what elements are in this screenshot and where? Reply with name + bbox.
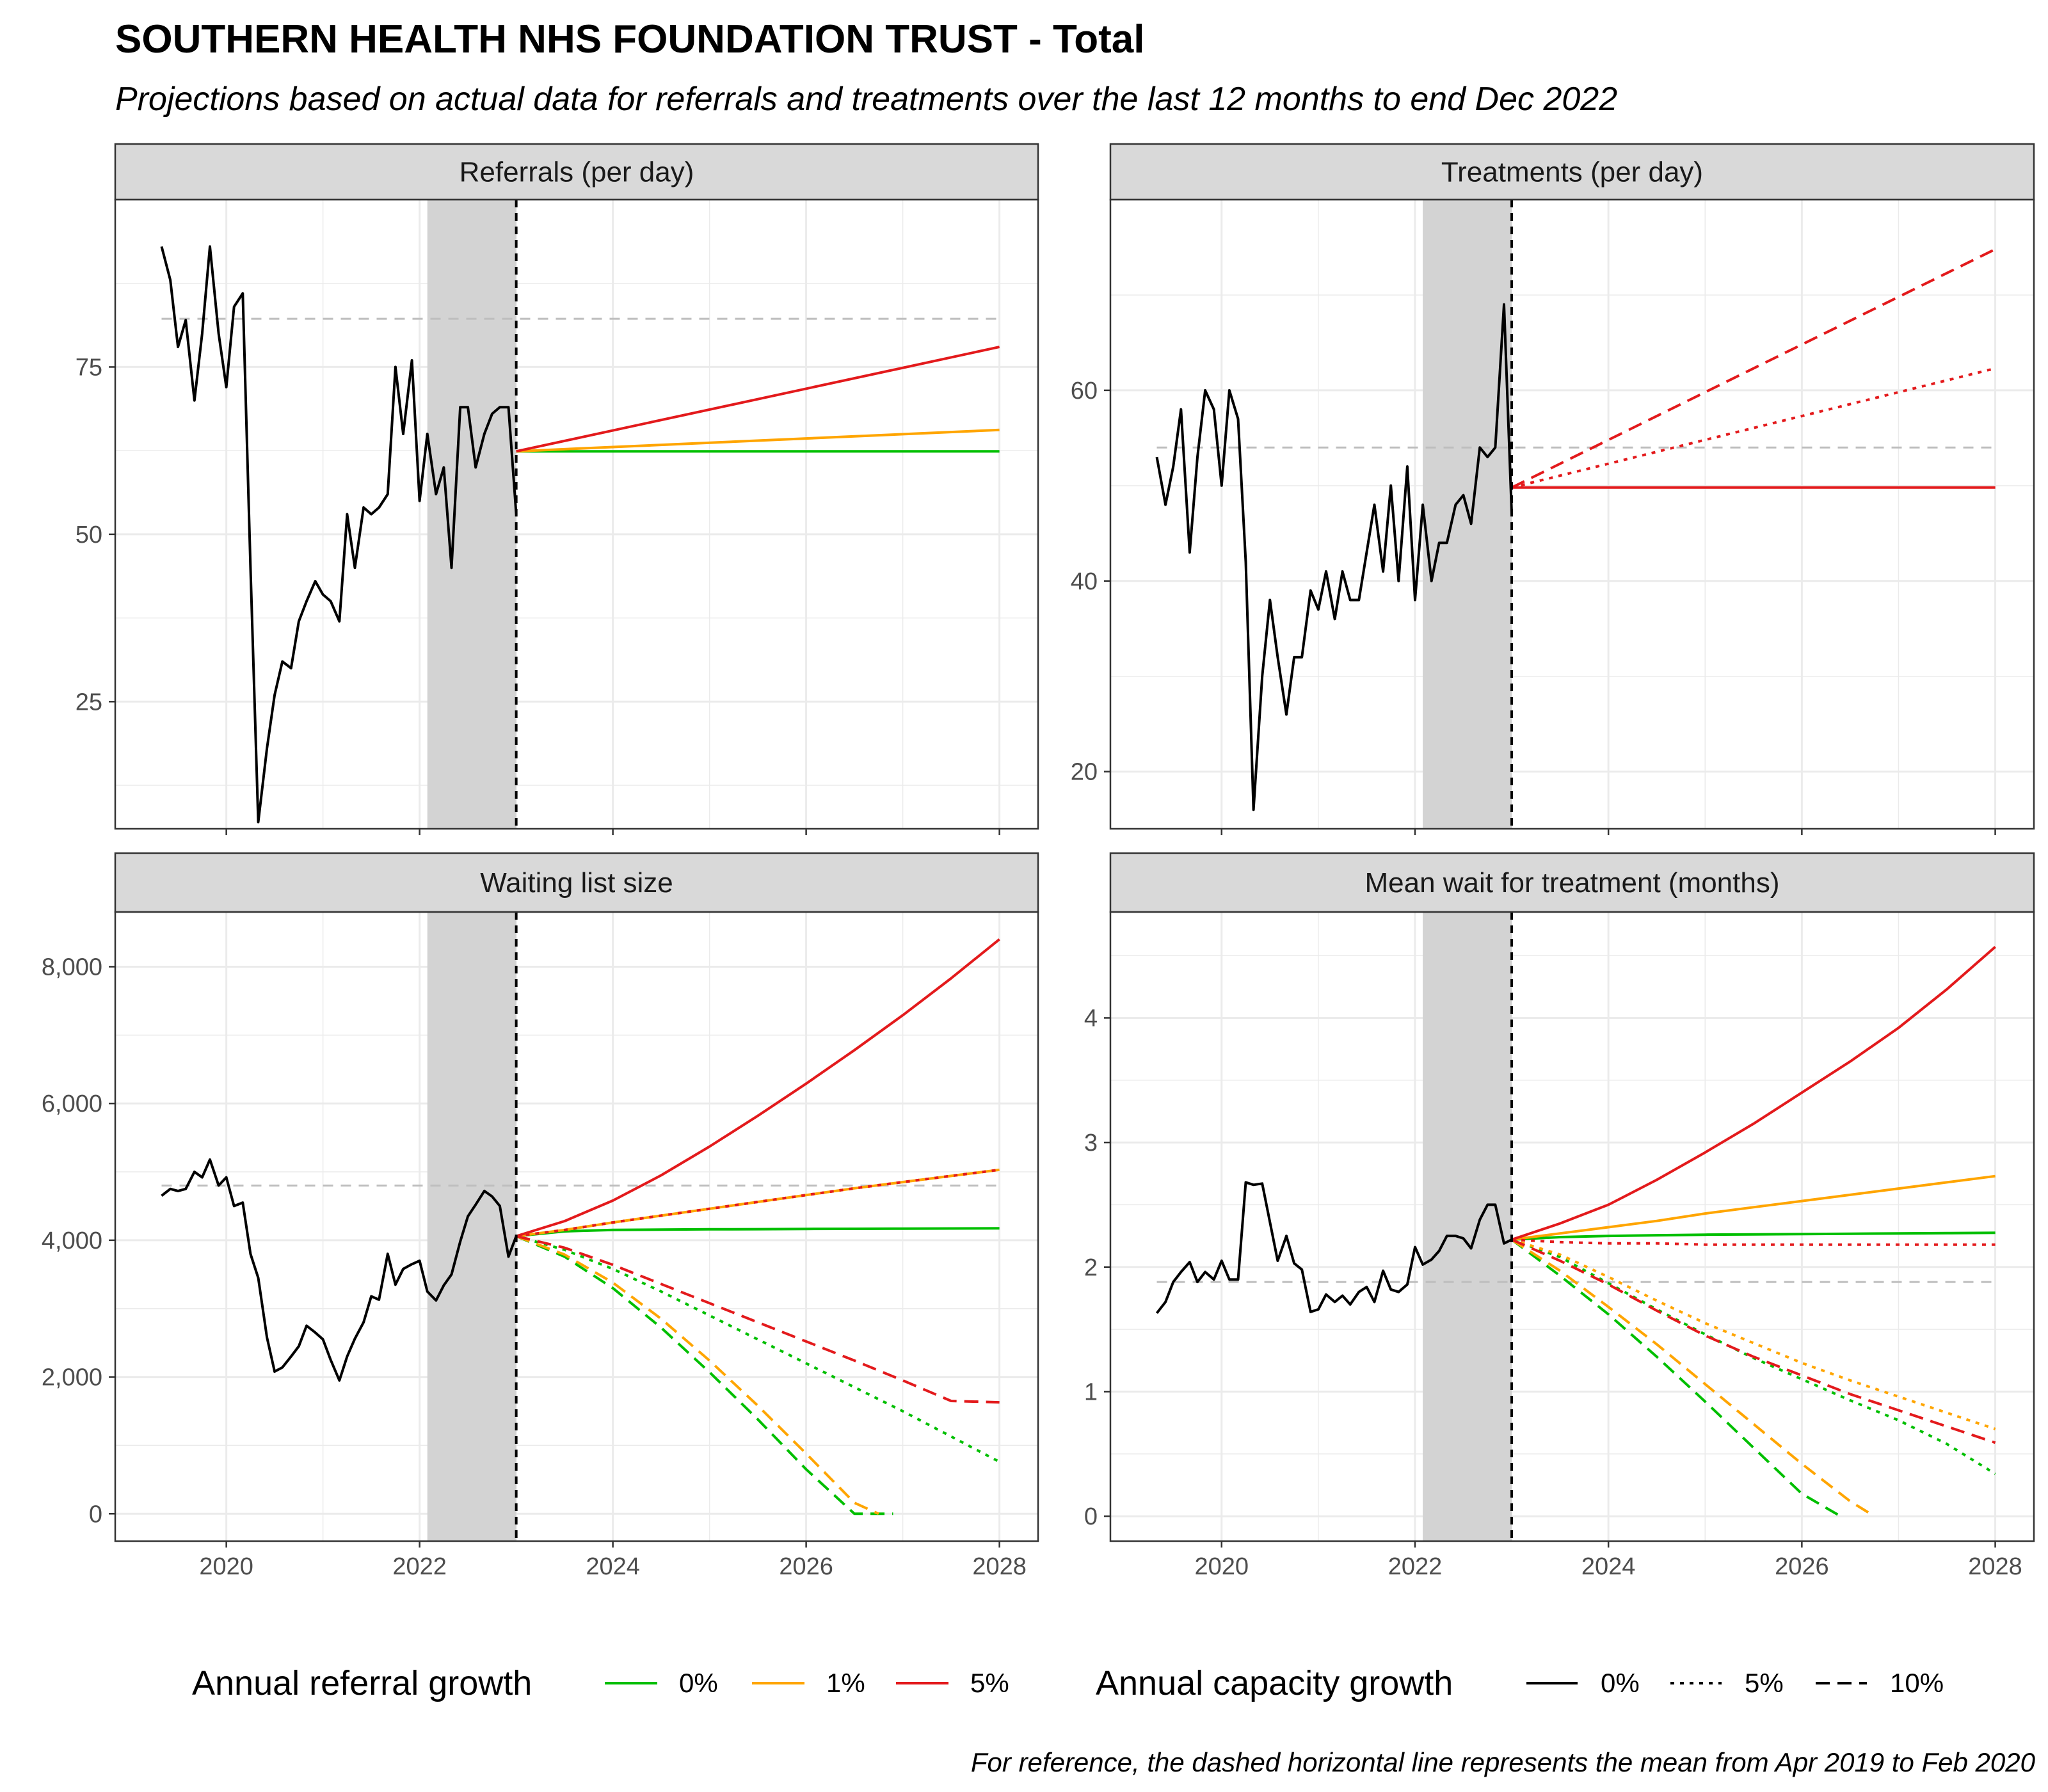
series-referral-0pct-capacity-0pct xyxy=(1511,1231,1996,1241)
legend-label-capacity: 5% xyxy=(1745,1668,1784,1698)
series-lines xyxy=(160,245,1000,824)
y-tick-label: 60 xyxy=(1071,378,1098,404)
series-lines xyxy=(1155,945,1996,1517)
series-actual xyxy=(1155,303,1514,812)
panel-border xyxy=(1109,198,2035,830)
series-referral-1pct-capacity-10pct xyxy=(1511,1238,1875,1517)
shaded-period xyxy=(427,912,516,1541)
panel-border xyxy=(1109,911,2035,1542)
series-referral-0pct-capacity-10pct xyxy=(1510,1238,1841,1517)
x-tick-label: 2026 xyxy=(779,1553,833,1580)
legend: Annual referral growth 0% 1% 5% Annual cap… xyxy=(192,1664,1944,1702)
x-tick-label: 2020 xyxy=(1194,1553,1249,1580)
facet-title: Referrals (per day) xyxy=(460,157,694,188)
legend-label-capacity: 0% xyxy=(1601,1668,1640,1698)
legend-label-capacity: 10% xyxy=(1890,1668,1944,1698)
series-referral-5pct-capacity-5pct xyxy=(1511,367,1996,489)
facet-strip xyxy=(1109,852,2035,913)
shaded-period xyxy=(427,200,516,829)
facet-strip xyxy=(114,143,1039,201)
chart-title: SOUTHERN HEALTH NHS FOUNDATION TRUST - T… xyxy=(115,17,1144,61)
series-referral-5pct-capacity-0pct xyxy=(516,938,1000,1238)
y-tick-label: 2 xyxy=(1084,1254,1098,1281)
legend-label-referral: 5% xyxy=(970,1668,1009,1698)
y-tick-label: 4,000 xyxy=(42,1228,102,1254)
y-tick-label: 2,000 xyxy=(42,1364,102,1391)
y-tick-label: 6,000 xyxy=(42,1091,102,1117)
x-tick-label: 2022 xyxy=(392,1553,447,1580)
series-referral-1pct-capacity-0pct xyxy=(1511,1174,1996,1241)
x-tick-label: 2024 xyxy=(1581,1553,1636,1580)
series-referral-1pct-capacity-0pct xyxy=(516,428,1000,453)
series-actual xyxy=(1155,1181,1512,1315)
chart-caption: For reference, the dashed horizontal lin… xyxy=(971,1747,2036,1777)
panel-border xyxy=(114,198,1039,830)
facet-panels: Referrals (per day) 25 50 75 Treatments (per… xyxy=(42,143,2035,1580)
series-referral-5pct-capacity-5pct xyxy=(516,1168,1000,1238)
capacity-legend-items: 0% 5% 10% xyxy=(1526,1668,1944,1698)
referral-legend-items: 0% 1% 5% xyxy=(605,1668,1009,1698)
panel-background xyxy=(1110,912,2034,1541)
y-tick-label: 20 xyxy=(1071,759,1098,786)
series-referral-1pct-capacity-5pct xyxy=(1511,1238,1996,1430)
y-tick-label: 25 xyxy=(76,689,102,716)
panel-background xyxy=(115,200,1038,829)
y-tick-label: 8,000 xyxy=(42,954,102,980)
referral-legend-title: Annual referral growth xyxy=(192,1664,532,1702)
series-actual xyxy=(160,245,518,824)
facet-title: Treatments (per day) xyxy=(1441,157,1703,188)
panel-2: Treatments (per day) 20 40 60 xyxy=(1071,143,2035,835)
y-tick-label: 50 xyxy=(76,522,102,548)
panel-3: Waiting list size 0 2,000 4,000 6,000 8,000 20… xyxy=(42,852,1039,1580)
panel-1: Referrals (per day) 25 50 75 xyxy=(76,143,1039,835)
series-referral-1pct-capacity-10pct xyxy=(515,1235,879,1516)
series-lines xyxy=(1155,248,1996,812)
series-referral-5pct-capacity-5pct xyxy=(1511,1238,1996,1246)
shaded-period xyxy=(1423,912,1512,1541)
x-tick-label: 2020 xyxy=(199,1553,253,1580)
gridlines xyxy=(1110,912,2034,1541)
facet-title: Waiting list size xyxy=(480,867,673,899)
series-actual xyxy=(161,1158,518,1382)
x-tick-label: 2028 xyxy=(1968,1553,2022,1580)
y-tick-label: 0 xyxy=(89,1501,102,1528)
series-referral-5pct-capacity-10pct xyxy=(1511,1238,1996,1444)
legend-label-referral: 0% xyxy=(679,1668,718,1698)
series-referral-5pct-capacity-0pct xyxy=(1511,945,1996,1241)
legend-label-referral: 1% xyxy=(826,1668,865,1698)
y-tick-label: 75 xyxy=(76,354,102,381)
series-referral-0pct-capacity-0pct xyxy=(516,1227,1000,1238)
x-tick-label: 2024 xyxy=(586,1553,640,1580)
series-referral-0pct-capacity-10pct xyxy=(515,1235,893,1516)
y-tick-label: 0 xyxy=(1084,1503,1098,1530)
panel-background xyxy=(1110,200,2034,829)
x-tick-label: 2022 xyxy=(1388,1553,1443,1580)
capacity-legend-title: Annual capacity growth xyxy=(1096,1664,1453,1702)
x-tick-label: 2026 xyxy=(1775,1553,1829,1580)
chart-subtitle: Projections based on actual data for ref… xyxy=(115,81,1617,118)
panel-4: Mean wait for treatment (months) 0 1 2 3 4 202… xyxy=(1084,852,2035,1580)
y-tick-label: 1 xyxy=(1084,1379,1098,1405)
facet-strip xyxy=(114,852,1039,913)
panel-background xyxy=(115,912,1038,1541)
series-referral-0pct-capacity-5pct xyxy=(516,1235,1000,1463)
facet-title: Mean wait for treatment (months) xyxy=(1364,867,1779,899)
y-tick-label: 40 xyxy=(1071,568,1098,595)
series-referral-5pct-capacity-10pct xyxy=(1511,248,1996,489)
x-tick-label: 2028 xyxy=(972,1553,1027,1580)
y-tick-label: 3 xyxy=(1084,1130,1098,1156)
series-lines xyxy=(161,938,1000,1516)
panel-border xyxy=(114,911,1039,1542)
series-referral-5pct-capacity-0pct xyxy=(516,346,1000,453)
y-tick-label: 4 xyxy=(1084,1005,1098,1032)
